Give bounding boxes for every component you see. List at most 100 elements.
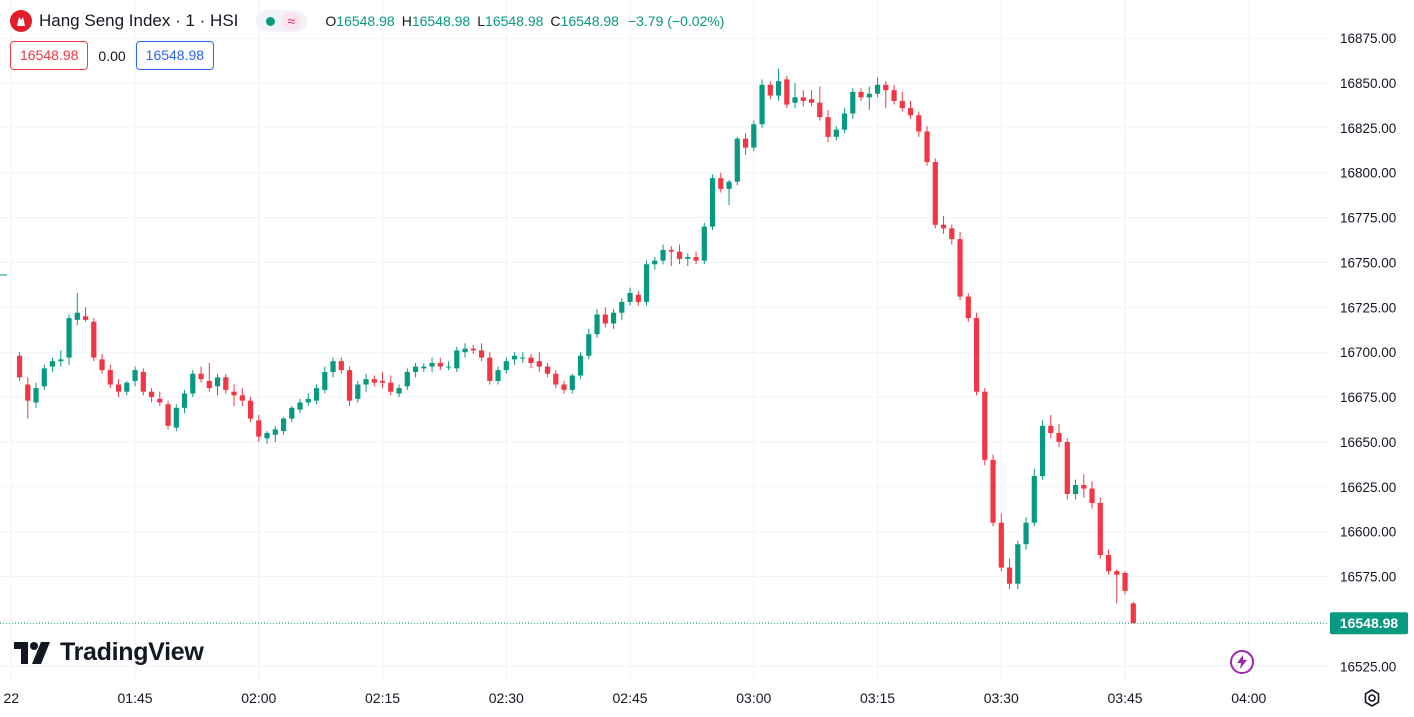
- candle-body-down[interactable]: [487, 357, 493, 381]
- candle-body-up[interactable]: [643, 264, 650, 302]
- candle-body-up[interactable]: [305, 398, 311, 403]
- candle-body-down[interactable]: [907, 108, 914, 116]
- candle-body-down[interactable]: [148, 391, 155, 398]
- candle-body-down[interactable]: [602, 314, 608, 324]
- candle-body-down[interactable]: [973, 318, 980, 392]
- candle-body-up[interactable]: [569, 375, 575, 390]
- candle-body-down[interactable]: [107, 370, 113, 385]
- candle-body-down[interactable]: [676, 251, 683, 259]
- candle-body-down[interactable]: [25, 384, 31, 401]
- candle-body-up[interactable]: [74, 312, 80, 320]
- candle-body-up[interactable]: [503, 361, 509, 371]
- market-status-pill[interactable]: ≈: [256, 10, 308, 32]
- candle-body-down[interactable]: [165, 404, 171, 426]
- candle-body-down[interactable]: [1048, 425, 1054, 433]
- candle-body-up[interactable]: [792, 97, 798, 103]
- candle-body-down[interactable]: [1114, 571, 1120, 575]
- candle-body-down[interactable]: [99, 359, 105, 371]
- candle-body-down[interactable]: [800, 97, 806, 101]
- candle-body-up[interactable]: [429, 362, 435, 367]
- candle-body-down[interactable]: [808, 99, 815, 103]
- candle-body-up[interactable]: [594, 314, 600, 335]
- candle-body-down[interactable]: [379, 380, 386, 383]
- candle-body-up[interactable]: [759, 84, 765, 125]
- candle-body-up[interactable]: [132, 370, 138, 381]
- candle-body-down[interactable]: [957, 239, 963, 297]
- candle-body-up[interactable]: [363, 379, 369, 385]
- candle-body-down[interactable]: [206, 380, 212, 389]
- candle-body-up[interactable]: [412, 366, 419, 372]
- candle-body-up[interactable]: [313, 388, 320, 401]
- candle-body-up[interactable]: [421, 366, 427, 369]
- candle-body-down[interactable]: [115, 384, 122, 392]
- candle-body-down[interactable]: [1130, 603, 1136, 624]
- candle-body-up[interactable]: [124, 382, 130, 392]
- candle-body-down[interactable]: [561, 384, 567, 390]
- candle-body-up[interactable]: [1072, 485, 1079, 494]
- candle-body-up[interactable]: [751, 124, 757, 148]
- candle-body-down[interactable]: [231, 391, 237, 396]
- candle-body-down[interactable]: [635, 294, 641, 302]
- candle-body-up[interactable]: [289, 407, 295, 419]
- candle-body-down[interactable]: [536, 361, 542, 367]
- candle-body-down[interactable]: [1105, 555, 1112, 572]
- candle-body-up[interactable]: [445, 366, 452, 368]
- candle-body-down[interactable]: [553, 373, 559, 385]
- candle-body-up[interactable]: [841, 113, 848, 130]
- candle-body-up[interactable]: [1039, 425, 1046, 477]
- candle-body-down[interactable]: [668, 249, 674, 252]
- candle-body-down[interactable]: [924, 131, 930, 162]
- candle-body-down[interactable]: [990, 459, 996, 523]
- candle-body-down[interactable]: [16, 355, 23, 378]
- candle-body-down[interactable]: [437, 362, 443, 367]
- candle-body-up[interactable]: [322, 371, 328, 390]
- candle-body-down[interactable]: [470, 348, 476, 351]
- candle-body-down[interactable]: [767, 84, 773, 96]
- candle-body-up[interactable]: [652, 260, 658, 265]
- candle-body-up[interactable]: [181, 393, 188, 408]
- candle-body-down[interactable]: [256, 420, 262, 437]
- candle-body-up[interactable]: [726, 181, 732, 189]
- candle-body-down[interactable]: [388, 382, 394, 392]
- symbol-title[interactable]: Hang Seng Index · 1 · HSI: [39, 11, 239, 30]
- sell-price-button[interactable]: 16548.98: [10, 41, 89, 70]
- candle-body-down[interactable]: [693, 257, 699, 261]
- candle-body-down[interactable]: [718, 178, 724, 189]
- candle-body-down[interactable]: [982, 391, 988, 460]
- candle-body-down[interactable]: [891, 90, 897, 101]
- candle-body-up[interactable]: [1031, 476, 1037, 523]
- candle-body-up[interactable]: [355, 384, 361, 399]
- candle-body-down[interactable]: [932, 161, 938, 225]
- candle-body-up[interactable]: [586, 334, 592, 356]
- candle-body-down[interactable]: [346, 370, 353, 401]
- candle-body-down[interactable]: [1097, 502, 1103, 556]
- candle-body-up[interactable]: [833, 129, 839, 137]
- candle-body-up[interactable]: [511, 355, 518, 360]
- candle-body-down[interactable]: [338, 361, 344, 371]
- candle-body-up[interactable]: [272, 429, 278, 435]
- candle-body-up[interactable]: [190, 373, 196, 394]
- candle-body-down[interactable]: [825, 117, 831, 137]
- candle-body-down[interactable]: [1081, 485, 1087, 489]
- candle-body-down[interactable]: [1122, 572, 1128, 591]
- candle-body-up[interactable]: [454, 350, 460, 369]
- candle-body-down[interactable]: [140, 371, 146, 392]
- candle-body-down[interactable]: [82, 316, 89, 320]
- candle-body-up[interactable]: [280, 418, 287, 432]
- candle-body-up[interactable]: [495, 370, 501, 381]
- candle-body-down[interactable]: [940, 224, 947, 229]
- candle-body-down[interactable]: [1064, 441, 1070, 494]
- candle-body-up[interactable]: [66, 318, 72, 358]
- candle-body-up[interactable]: [610, 312, 617, 324]
- candle-body-down[interactable]: [223, 377, 229, 390]
- candle-body-up[interactable]: [701, 226, 707, 261]
- candle-body-down[interactable]: [858, 91, 864, 98]
- candle-body-up[interactable]: [627, 292, 633, 302]
- candle-body-up[interactable]: [297, 402, 303, 410]
- candle-body-up[interactable]: [1015, 544, 1021, 584]
- candle-body-up[interactable]: [619, 301, 625, 313]
- candle-body-up[interactable]: [462, 348, 468, 353]
- candle-body-down[interactable]: [899, 100, 905, 109]
- candle-body-down[interactable]: [91, 321, 97, 358]
- candle-body-down[interactable]: [528, 357, 534, 363]
